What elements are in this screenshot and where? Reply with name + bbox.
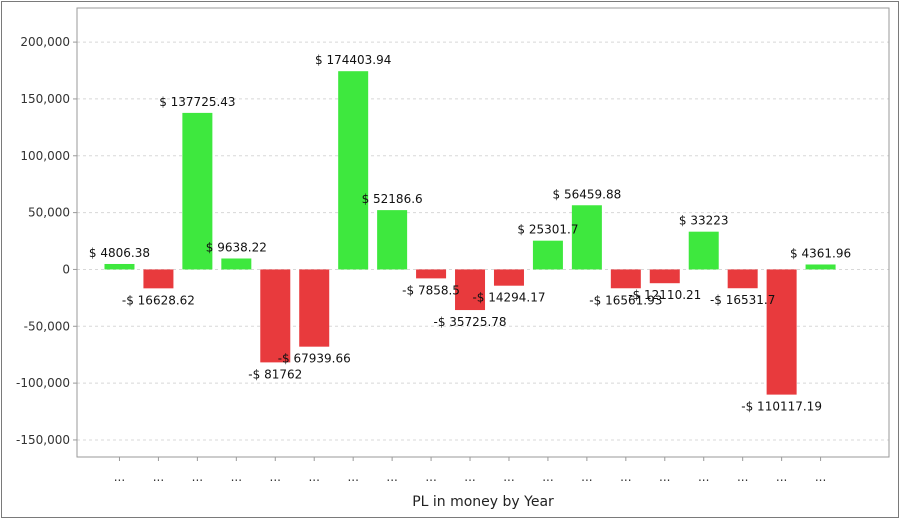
data-label: -$ 67939.66: [278, 352, 351, 366]
bar[interactable]: [182, 112, 213, 270]
bar[interactable]: [805, 264, 836, 270]
x-tick-label: ...: [581, 470, 592, 484]
y-tick-label: 200,000: [20, 35, 70, 49]
bar[interactable]: [104, 263, 135, 270]
data-label: $ 33223: [679, 214, 729, 228]
y-tick-label: 0: [62, 262, 70, 276]
x-tick-label: ...: [620, 470, 631, 484]
bar[interactable]: [377, 210, 408, 270]
x-tick-label: ...: [503, 470, 514, 484]
y-tick-label: -50,000: [24, 319, 70, 333]
x-tick-label: ...: [308, 470, 319, 484]
x-tick-label: ...: [114, 470, 125, 484]
data-label: $ 52186.6: [362, 192, 423, 206]
x-tick-label: ...: [542, 470, 553, 484]
x-tick-label: ...: [270, 470, 281, 484]
data-labels: $ 4806.38 -$ 16628.62 $ 137725.43 $ 9638.22…: [89, 53, 851, 413]
bar[interactable]: [455, 269, 486, 311]
data-label: -$ 7858.5: [402, 283, 460, 297]
bar[interactable]: [727, 269, 758, 289]
x-axis-ticks: ........................................…: [114, 457, 826, 484]
bar[interactable]: [338, 71, 369, 270]
bar[interactable]: [532, 240, 563, 270]
data-label: $ 137725.43: [159, 95, 235, 109]
x-tick-label: ...: [192, 470, 203, 484]
data-label: -$ 16561.93: [589, 293, 662, 307]
x-tick-label: ...: [386, 470, 397, 484]
data-label: $ 4361.96: [790, 246, 851, 260]
y-tick-label: 150,000: [20, 92, 70, 106]
y-tick-label: 50,000: [28, 206, 70, 220]
bar[interactable]: [143, 269, 174, 289]
y-tick-label: 100,000: [20, 149, 70, 163]
data-label: -$ 16531.7: [710, 293, 775, 307]
bar[interactable]: [766, 269, 797, 395]
data-label: $ 174403.94: [315, 53, 391, 67]
x-tick-label: ...: [464, 470, 475, 484]
x-tick-label: ...: [659, 470, 670, 484]
x-tick-label: ...: [776, 470, 787, 484]
data-label: -$ 16628.62: [122, 293, 195, 307]
bars: [104, 71, 836, 395]
data-label: -$ 35725.78: [434, 315, 507, 329]
x-tick-label: ...: [153, 470, 164, 484]
bar[interactable]: [649, 269, 680, 284]
x-tick-label: ...: [347, 470, 358, 484]
x-axis-title: PL in money by Year: [412, 494, 554, 510]
data-label: $ 9638.22: [206, 240, 267, 254]
data-label: $ 25301.7: [517, 223, 578, 237]
bar[interactable]: [493, 269, 524, 286]
bar[interactable]: [416, 269, 447, 279]
data-label: $ 56459.88: [553, 187, 622, 201]
x-tick-label: ...: [737, 470, 748, 484]
x-tick-label: ...: [425, 470, 436, 484]
bar[interactable]: [260, 269, 291, 363]
y-tick-label: -100,000: [16, 376, 70, 390]
y-tick-label: -150,000: [16, 433, 70, 447]
x-tick-label: ...: [231, 470, 242, 484]
data-label: -$ 81762: [248, 367, 302, 381]
x-tick-label: ...: [815, 470, 826, 484]
data-label: $ 4806.38: [89, 246, 150, 260]
data-label: -$ 14294.17: [472, 291, 545, 305]
data-label: -$ 110117.19: [741, 400, 822, 414]
bar[interactable]: [299, 269, 330, 347]
plot-area: [76, 7, 890, 458]
bar[interactable]: [221, 258, 252, 270]
x-tick-label: ...: [698, 470, 709, 484]
data-label: -$ 12110.21: [628, 288, 701, 302]
bar[interactable]: [610, 269, 641, 289]
bar[interactable]: [571, 205, 602, 270]
y-axis-ticks: 200,000 150,000 100,000 50,000 0 -50,000 -100,…: [16, 35, 77, 447]
bar[interactable]: [688, 231, 719, 270]
